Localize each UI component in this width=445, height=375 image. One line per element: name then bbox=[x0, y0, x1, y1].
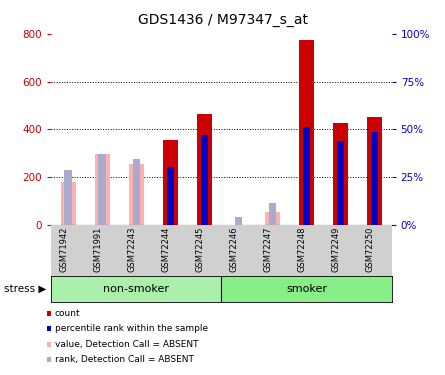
Bar bbox=[61, 182, 76, 225]
Text: non-smoker: non-smoker bbox=[103, 284, 169, 294]
Text: GSM72248: GSM72248 bbox=[298, 226, 307, 272]
Text: GSM72250: GSM72250 bbox=[366, 226, 375, 272]
Text: GSM72245: GSM72245 bbox=[195, 226, 204, 272]
Text: GSM72244: GSM72244 bbox=[162, 226, 170, 272]
Bar bbox=[222, 276, 392, 302]
Bar bbox=[197, 114, 212, 225]
Text: GDS1436 / M97347_s_at: GDS1436 / M97347_s_at bbox=[138, 13, 307, 27]
Bar bbox=[201, 135, 208, 225]
Text: value, Detection Call = ABSENT: value, Detection Call = ABSENT bbox=[55, 340, 198, 349]
Bar bbox=[133, 159, 140, 225]
Bar bbox=[129, 164, 144, 225]
Bar bbox=[95, 154, 110, 225]
Bar bbox=[166, 167, 174, 225]
Text: GSM72243: GSM72243 bbox=[127, 226, 136, 272]
Bar bbox=[235, 217, 242, 225]
Bar bbox=[333, 123, 348, 225]
Text: rank, Detection Call = ABSENT: rank, Detection Call = ABSENT bbox=[55, 355, 194, 364]
Bar bbox=[65, 170, 72, 225]
Text: GSM71942: GSM71942 bbox=[59, 226, 68, 272]
Bar bbox=[371, 132, 378, 225]
Text: GSM72249: GSM72249 bbox=[332, 226, 340, 272]
Bar bbox=[269, 204, 276, 225]
Bar bbox=[299, 40, 314, 225]
Text: smoker: smoker bbox=[286, 284, 327, 294]
Text: GSM72246: GSM72246 bbox=[230, 226, 239, 272]
Bar bbox=[337, 141, 344, 225]
Bar bbox=[163, 140, 178, 225]
Text: percentile rank within the sample: percentile rank within the sample bbox=[55, 324, 208, 333]
Bar bbox=[265, 212, 280, 225]
Bar bbox=[367, 117, 382, 225]
Bar bbox=[51, 276, 222, 302]
Bar bbox=[98, 154, 106, 225]
Bar bbox=[303, 127, 310, 225]
Text: stress ▶: stress ▶ bbox=[4, 284, 47, 294]
Text: GSM72247: GSM72247 bbox=[263, 226, 272, 272]
Text: GSM71991: GSM71991 bbox=[93, 226, 102, 272]
Text: count: count bbox=[55, 309, 81, 318]
